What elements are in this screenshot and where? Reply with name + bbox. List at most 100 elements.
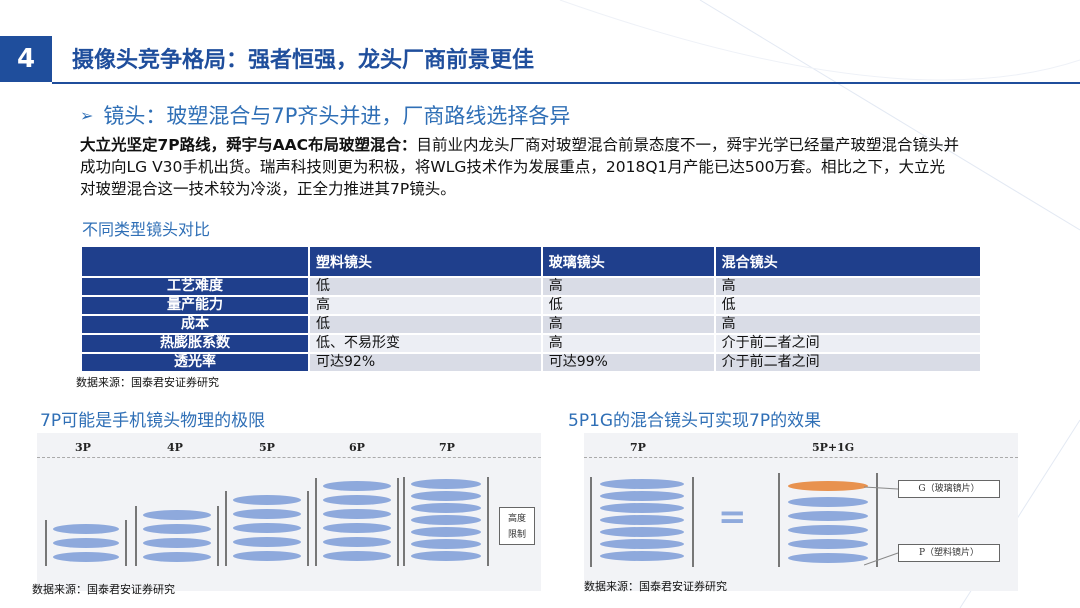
slide-number: 4 — [16, 44, 36, 74]
plastic-lens — [788, 497, 868, 507]
plastic-lens — [788, 553, 868, 563]
lens-stack-4p — [135, 506, 219, 566]
plastic-lens — [411, 527, 481, 537]
plastic-lens — [788, 525, 868, 535]
table-row: 工艺难度 低 高 高 — [82, 278, 980, 295]
plastic-lens-note: P（塑料镜片） — [898, 544, 1000, 562]
row-header: 工艺难度 — [82, 278, 308, 295]
lens-comparison-table: 塑料镜头 玻璃镜头 混合镜头 工艺难度 低 高 高 量产能力 高 低 低 成本 … — [80, 245, 982, 373]
row-header: 热膨胀系数 — [82, 335, 308, 352]
plastic-lens — [323, 509, 391, 519]
callout-lines — [864, 486, 899, 566]
table-cell: 低 — [310, 278, 541, 295]
table-cell: 高 — [542, 316, 714, 333]
lens-stack-3p — [45, 520, 127, 566]
plastic-lens — [233, 537, 301, 547]
plastic-lens — [600, 515, 684, 525]
table-header-cell: 玻璃镜头 — [542, 247, 714, 276]
row-header: 透光率 — [82, 354, 308, 371]
plastic-lens — [411, 479, 481, 489]
table-cell: 高 — [715, 278, 980, 295]
plastic-lens — [788, 511, 868, 521]
plastic-lens — [143, 538, 211, 548]
subheading: ➢ 镜头：玻塑混合与7P齐头并进，厂商路线选择各异 — [80, 100, 570, 130]
lens-label-7p: 7P — [439, 441, 455, 454]
subheading-text: 镜头：玻塑混合与7P齐头并进，厂商路线选择各异 — [103, 104, 571, 128]
left-figure-panel: 3P 4P 5P 6P 7P 高度 限制 — [37, 433, 541, 591]
lens-label-3p: 3P — [75, 441, 91, 454]
plastic-lens — [411, 551, 481, 561]
table-cell: 低 — [542, 297, 714, 314]
callout-line-plastic — [864, 552, 899, 566]
left-figure-source: 数据来源：国泰君安证券研究 — [32, 583, 175, 596]
lens-label-6p: 6P — [349, 441, 365, 454]
table-cell: 高 — [542, 335, 714, 352]
plastic-lens — [323, 537, 391, 547]
height-limit-note: 高度 限制 — [499, 507, 535, 545]
plastic-lens — [323, 495, 391, 505]
plastic-lens — [600, 551, 684, 561]
table-cell: 低 — [310, 316, 541, 333]
table-cell: 低 — [715, 297, 980, 314]
lens-label-5p1g: 5P+1G — [812, 441, 855, 454]
lens-stack-7p — [590, 477, 694, 567]
plastic-lens — [600, 503, 684, 513]
glass-lens-note: G（玻璃镜片） — [898, 480, 1000, 498]
plastic-lens — [600, 479, 684, 489]
plastic-lens — [53, 552, 119, 562]
table-header-row: 塑料镜头 玻璃镜头 混合镜头 — [82, 247, 980, 276]
plastic-lens — [233, 523, 301, 533]
slide-title: 摄像头竞争格局：强者恒强，龙头厂商前景更佳 — [72, 48, 535, 73]
note-line: 高度 — [507, 514, 526, 524]
glass-lens — [788, 481, 868, 491]
right-figure-source: 数据来源：国泰君安证券研究 — [584, 580, 727, 593]
note-line: 限制 — [507, 530, 526, 540]
table-cell: 高 — [715, 316, 980, 333]
body-text: 目前业内龙头厂商对玻塑混合前景态度不一，舜宇光学已经量产玻塑混合镜头并成功向LG… — [80, 136, 960, 198]
plastic-lens — [600, 527, 684, 537]
table-cell: 可达92% — [310, 354, 541, 371]
plastic-lens — [143, 552, 211, 562]
table-header-cell: 塑料镜头 — [310, 247, 541, 276]
lens-stack-6p — [315, 478, 399, 566]
table-source: 数据来源：国泰君安证券研究 — [76, 376, 219, 389]
lens-stack-5p — [225, 491, 309, 566]
plastic-lens — [233, 551, 301, 561]
table-cell: 可达99% — [542, 354, 714, 371]
plastic-lens — [323, 551, 391, 561]
plastic-lens — [53, 524, 119, 534]
lens-stack-5p1g — [778, 473, 878, 567]
plastic-lens — [600, 539, 684, 549]
height-limit-line — [37, 457, 541, 458]
table-cell: 介于前二者之间 — [715, 335, 980, 352]
plastic-lens — [411, 539, 481, 549]
callout-line-glass — [864, 486, 899, 490]
table-row: 透光率 可达92% 可达99% 介于前二者之间 — [82, 354, 980, 371]
table-row: 量产能力 高 低 低 — [82, 297, 980, 314]
table-cell: 高 — [310, 297, 541, 314]
plastic-lens — [53, 538, 119, 548]
row-header: 成本 — [82, 316, 308, 333]
plastic-lens — [411, 491, 481, 501]
height-limit-line — [584, 457, 1018, 458]
table-caption: 不同类型镜头对比 — [82, 220, 211, 239]
right-figure-title: 5P1G的混合镜头可实现7P的效果 — [568, 411, 822, 431]
lens-stack-7p — [403, 477, 489, 566]
lens-label-4p: 4P — [167, 441, 183, 454]
title-divider — [52, 82, 1080, 84]
lens-label-7p: 7P — [630, 441, 646, 454]
lens-label-5p: 5P — [259, 441, 275, 454]
table-cell: 低、不易形变 — [310, 335, 541, 352]
plastic-lens — [143, 524, 211, 534]
table-cell: 高 — [542, 278, 714, 295]
plastic-lens — [323, 481, 391, 491]
plastic-lens — [788, 539, 868, 549]
bullet-arrow-icon: ➢ — [80, 106, 94, 125]
body-lead: 大立光坚定7P路线，舜宇与AAC布局玻塑混合： — [80, 136, 417, 154]
plastic-lens — [600, 491, 684, 501]
table-header-cell: 混合镜头 — [715, 247, 980, 276]
table-cell: 介于前二者之间 — [715, 354, 980, 371]
plastic-lens — [411, 503, 481, 513]
plastic-lens — [143, 510, 211, 520]
slide-number-badge: 4 — [0, 36, 52, 82]
